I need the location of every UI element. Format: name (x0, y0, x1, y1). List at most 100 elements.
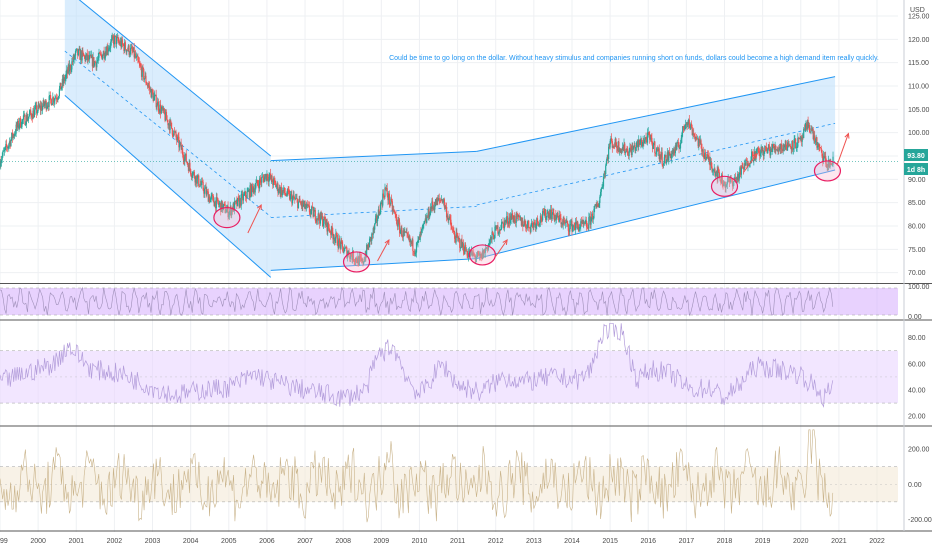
candle-body (462, 243, 464, 247)
candle-body (374, 218, 377, 224)
candle-body (608, 146, 610, 148)
candle-body (376, 215, 378, 222)
candle-body (553, 208, 555, 216)
rsi-tick-label: 40.00 (908, 388, 926, 395)
candle-body (535, 224, 537, 228)
candle-body (62, 78, 64, 84)
candle-body (390, 198, 392, 204)
candle-body (488, 243, 490, 245)
candle-body (349, 253, 352, 259)
x-tick-label: 2020 (793, 538, 809, 545)
candle-body (742, 168, 745, 170)
candle-body (268, 176, 270, 182)
candle-body (28, 114, 30, 117)
candle-body (316, 218, 319, 220)
candle-body (807, 119, 809, 127)
candle-body (726, 184, 728, 186)
x-tick-label: 2015 (602, 538, 618, 545)
candle-body (594, 204, 597, 207)
candle-body (495, 225, 497, 227)
candle-body (3, 149, 5, 151)
candle-body (431, 201, 433, 210)
candle-body (753, 151, 756, 161)
channel-fill (270, 151, 477, 271)
candle-body (399, 222, 401, 234)
candle-body (458, 237, 460, 240)
candle-body (29, 110, 31, 115)
arrow-line (743, 153, 758, 173)
candle-body (816, 137, 818, 148)
candle-body (778, 149, 780, 151)
candle-body (826, 164, 828, 168)
candle-body (258, 185, 260, 189)
candle-body (259, 178, 261, 181)
candle-body (96, 61, 98, 68)
candle-body (769, 149, 771, 156)
x-tick-label: 2017 (679, 538, 695, 545)
candle-body (753, 160, 755, 161)
price-tick-label: 125.00 (908, 14, 930, 21)
candle-body (310, 210, 312, 214)
candle-body (637, 141, 639, 147)
candle-body (669, 153, 671, 156)
candle-body (27, 116, 30, 119)
candle-body (387, 195, 389, 201)
candle-body (533, 222, 535, 228)
candle-body (320, 212, 322, 219)
candle-body (428, 208, 430, 218)
candle-body (756, 148, 759, 150)
candle-body (36, 105, 38, 114)
candle-body (117, 37, 119, 42)
candle-body (60, 82, 62, 90)
candle-body (349, 256, 351, 259)
candle-body (88, 55, 90, 60)
candle-body (422, 223, 424, 227)
candle-body (16, 120, 19, 128)
candle-body (667, 152, 669, 161)
candle-body (640, 139, 642, 144)
candle-body (269, 173, 272, 180)
candle-body (715, 173, 717, 176)
candle-body (514, 222, 517, 223)
candle-body (1, 155, 3, 160)
candle-body (721, 174, 723, 185)
candle-body (238, 198, 240, 207)
candle-body (451, 225, 453, 230)
x-tick-label: 2008 (335, 538, 351, 545)
candle-body (191, 175, 193, 177)
candle-body (256, 179, 258, 184)
candle-body (658, 148, 660, 160)
candle-body (99, 52, 101, 54)
candle-body (764, 145, 767, 147)
candle-body (648, 131, 650, 136)
candle-body (656, 148, 658, 152)
candle-body (619, 149, 621, 152)
candle-body (419, 232, 421, 240)
candle-body (579, 227, 581, 228)
candle-body (100, 53, 102, 55)
candle-body (346, 253, 349, 258)
candle-body (783, 145, 785, 148)
candle-body (785, 140, 787, 150)
x-tick-label: 2005 (221, 538, 237, 545)
candle-body (399, 231, 401, 234)
candle-body (689, 125, 691, 129)
candle-body (261, 176, 264, 178)
candle-body (135, 53, 137, 58)
candle-body (478, 254, 481, 256)
price-tick-label: 100.00 (908, 130, 930, 137)
candle-body (740, 167, 742, 175)
candle-body (96, 59, 99, 62)
candle-body (437, 198, 440, 201)
candle-body (574, 227, 576, 230)
x-tick-label: 2006 (259, 538, 275, 545)
candle-body (436, 198, 438, 206)
candle-body (714, 168, 716, 176)
candle-body (426, 216, 428, 223)
candle-body (294, 198, 297, 200)
candle-body (481, 253, 483, 260)
candle-body (766, 150, 768, 154)
candle-body (774, 146, 776, 150)
candle-body (63, 77, 66, 82)
candle-body (171, 128, 173, 135)
